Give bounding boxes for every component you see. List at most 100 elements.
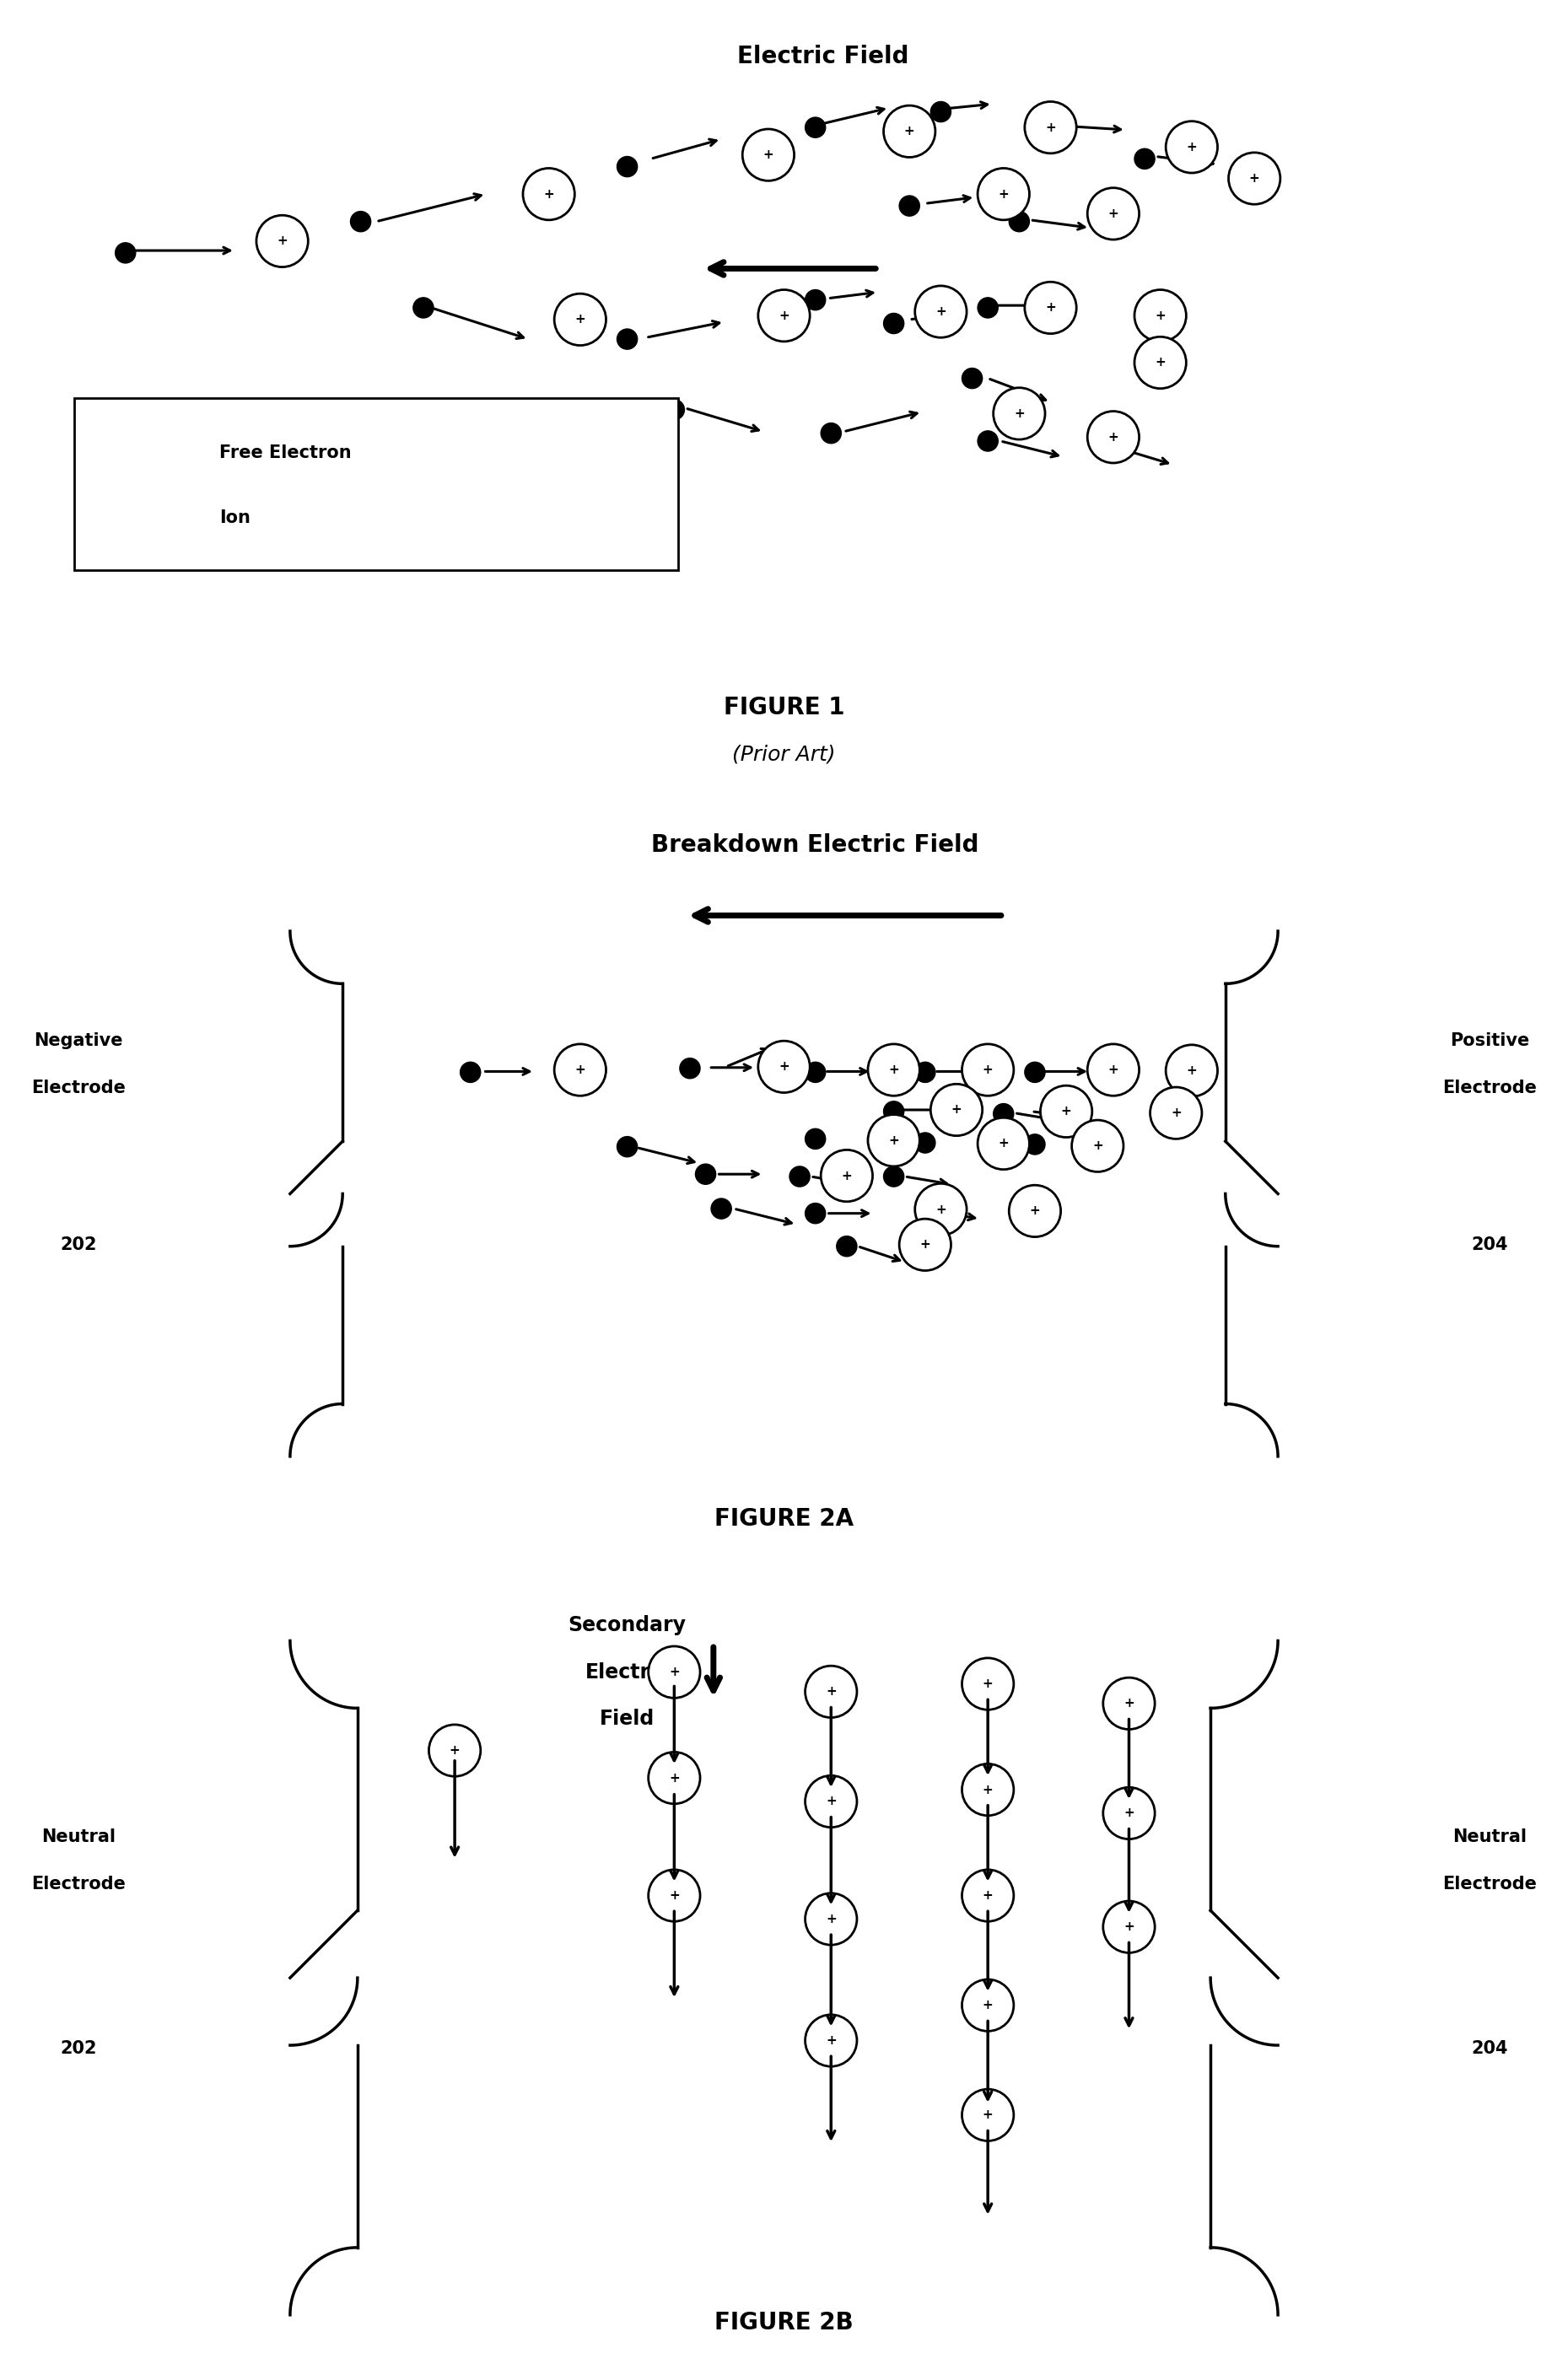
Text: +: + <box>1124 1697 1134 1709</box>
Text: (Prior Art): (Prior Art) <box>732 745 836 764</box>
Text: +: + <box>889 1135 898 1147</box>
Text: +: + <box>1109 1064 1118 1076</box>
Circle shape <box>649 1752 699 1804</box>
FancyBboxPatch shape <box>74 397 677 570</box>
Circle shape <box>961 1870 1014 1922</box>
Circle shape <box>618 329 637 350</box>
Circle shape <box>412 298 433 319</box>
Circle shape <box>994 388 1046 440</box>
Text: Breakdown Electric Field: Breakdown Electric Field <box>652 832 978 856</box>
Circle shape <box>1165 1045 1217 1097</box>
Text: +: + <box>1046 303 1055 314</box>
Circle shape <box>1102 1901 1154 1953</box>
Text: Neutral: Neutral <box>1452 1827 1527 1846</box>
Circle shape <box>1087 1045 1138 1097</box>
Text: +: + <box>1109 208 1118 220</box>
Text: Electrode: Electrode <box>31 1080 125 1097</box>
Text: +: + <box>1093 1139 1102 1151</box>
Circle shape <box>914 1132 935 1154</box>
Text: +: + <box>670 1771 679 1785</box>
Circle shape <box>1041 1085 1093 1137</box>
Circle shape <box>1134 291 1187 340</box>
Text: +: + <box>826 1686 836 1697</box>
Text: +: + <box>152 511 162 525</box>
Text: 204: 204 <box>1471 2040 1508 2057</box>
Text: Ion: Ion <box>220 508 251 527</box>
Text: +: + <box>826 2035 836 2047</box>
Circle shape <box>618 156 637 177</box>
Text: +: + <box>278 234 287 248</box>
Circle shape <box>914 1201 935 1222</box>
Text: +: + <box>1171 1106 1181 1118</box>
Circle shape <box>759 291 809 340</box>
Circle shape <box>914 1061 935 1083</box>
Text: +: + <box>1124 1806 1134 1820</box>
Text: +: + <box>826 1794 836 1808</box>
Circle shape <box>806 118 825 137</box>
Circle shape <box>710 1199 731 1220</box>
Text: +: + <box>1109 430 1118 444</box>
Circle shape <box>350 210 370 232</box>
Text: +: + <box>1187 142 1196 154</box>
Circle shape <box>978 298 997 319</box>
Text: +: + <box>450 1745 459 1756</box>
Circle shape <box>837 1236 856 1258</box>
Circle shape <box>1102 1678 1154 1730</box>
Circle shape <box>978 1118 1029 1170</box>
Circle shape <box>1025 1061 1046 1083</box>
Text: +: + <box>764 149 773 161</box>
Text: Electrode: Electrode <box>1443 1080 1537 1097</box>
Circle shape <box>1010 210 1029 232</box>
Text: +: + <box>999 187 1008 201</box>
Circle shape <box>883 1102 903 1121</box>
Circle shape <box>822 1149 872 1201</box>
Text: Field: Field <box>599 1709 655 1728</box>
Text: 204: 204 <box>1471 1236 1508 1253</box>
Circle shape <box>1041 125 1060 147</box>
Text: +: + <box>1046 121 1055 135</box>
Circle shape <box>428 1726 480 1775</box>
Circle shape <box>867 1045 919 1097</box>
Text: +: + <box>920 1239 930 1251</box>
Text: +: + <box>999 1137 1008 1149</box>
Text: +: + <box>779 310 789 322</box>
Circle shape <box>914 286 966 338</box>
Text: +: + <box>1156 310 1165 322</box>
Circle shape <box>649 1870 699 1922</box>
Circle shape <box>618 1137 637 1156</box>
Circle shape <box>961 369 982 388</box>
Circle shape <box>696 1163 715 1184</box>
Circle shape <box>930 102 950 123</box>
Circle shape <box>681 1059 699 1078</box>
Circle shape <box>806 1775 856 1827</box>
Text: +: + <box>826 1912 836 1924</box>
Text: +: + <box>983 1889 993 1903</box>
Text: +: + <box>670 1667 679 1678</box>
Text: 202: 202 <box>60 2040 97 2057</box>
Circle shape <box>1071 1121 1123 1173</box>
Circle shape <box>900 196 919 215</box>
Circle shape <box>789 1165 809 1187</box>
Text: +: + <box>983 1064 993 1076</box>
Circle shape <box>883 106 935 158</box>
Text: +: + <box>983 2000 993 2012</box>
Text: +: + <box>983 1678 993 1690</box>
Circle shape <box>1228 154 1279 203</box>
Circle shape <box>522 168 574 220</box>
Text: +: + <box>1062 1104 1071 1118</box>
Circle shape <box>883 314 903 333</box>
Circle shape <box>743 130 793 180</box>
Circle shape <box>806 1061 825 1083</box>
Circle shape <box>867 1113 919 1165</box>
Circle shape <box>257 215 307 267</box>
Text: Electric Field: Electric Field <box>737 45 908 69</box>
Text: +: + <box>952 1104 961 1116</box>
Circle shape <box>898 1220 950 1269</box>
Circle shape <box>978 430 997 452</box>
Circle shape <box>1165 121 1217 173</box>
Circle shape <box>961 1045 1014 1097</box>
Circle shape <box>978 168 1029 220</box>
Text: Free Electron: Free Electron <box>220 444 351 461</box>
Circle shape <box>930 1085 982 1135</box>
Circle shape <box>461 1061 480 1083</box>
